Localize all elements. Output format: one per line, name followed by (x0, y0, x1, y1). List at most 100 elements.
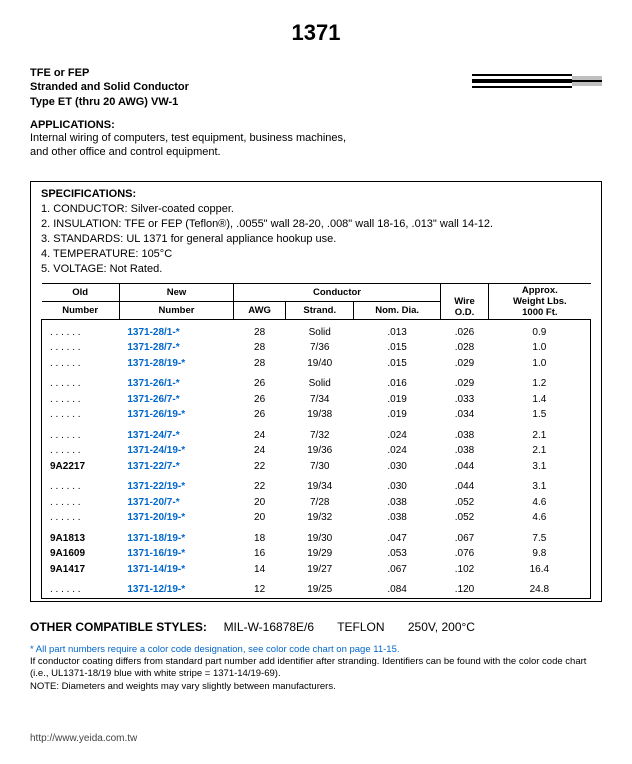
cell-od: .044 (440, 474, 488, 495)
cell-old: . . . . . . (42, 423, 120, 444)
cell-strand: 7/34 (286, 392, 354, 408)
table-row: . . . . . .1371-12/19-*1219/25.084.12024… (42, 577, 591, 598)
cell-new: 1371-12/19-* (119, 577, 233, 598)
cell-wt: 4.6 (489, 510, 591, 526)
cell-new: 1371-20/7-* (119, 495, 233, 511)
header-l1: TFE or FEP (30, 66, 350, 80)
cell-new: 1371-24/7-* (119, 423, 233, 444)
footnote: * All part numbers require a color code … (30, 644, 602, 693)
cell-wt: 2.1 (489, 423, 591, 444)
spec-box: SPECIFICATIONS: 1. CONDUCTOR: Silver-coa… (30, 181, 602, 601)
cell-old: . . . . . . (42, 340, 120, 356)
foot-l3: NOTE: Diameters and weights may vary sli… (30, 681, 602, 693)
cell-wt: 1.4 (489, 392, 591, 408)
cell-strand: 19/25 (286, 577, 354, 598)
table-row: . . . . . .1371-20/19-*2019/32.038.0524.… (42, 510, 591, 526)
cell-dia: .047 (354, 526, 440, 547)
th-strand: Strand. (286, 301, 354, 319)
cell-wt: 3.1 (489, 459, 591, 475)
th-old: Old (42, 283, 120, 301)
cell-wt: 1.5 (489, 407, 591, 423)
cell-wt: 3.1 (489, 474, 591, 495)
cell-dia: .084 (354, 577, 440, 598)
cell-awg: 28 (234, 340, 286, 356)
cell-strand: 7/30 (286, 459, 354, 475)
cell-od: .026 (440, 319, 488, 340)
cell-od: .033 (440, 392, 488, 408)
cell-awg: 12 (234, 577, 286, 598)
cell-new: 1371-22/7-* (119, 459, 233, 475)
header-row: TFE or FEP Stranded and Solid Conductor … (30, 66, 602, 171)
cell-awg: 16 (234, 546, 286, 562)
cell-new: 1371-28/19-* (119, 356, 233, 372)
cell-dia: .016 (354, 371, 440, 392)
cell-wt: 1.0 (489, 356, 591, 372)
cell-old: . . . . . . (42, 356, 120, 372)
cell-dia: .067 (354, 562, 440, 578)
cell-strand: 19/29 (286, 546, 354, 562)
cell-old: 9A1417 (42, 562, 120, 578)
cell-awg: 26 (234, 407, 286, 423)
cell-awg: 14 (234, 562, 286, 578)
apps-label: APPLICATIONS: (30, 119, 350, 131)
cell-new: 1371-26/7-* (119, 392, 233, 408)
cell-awg: 28 (234, 319, 286, 340)
page-title: 1371 (30, 20, 602, 46)
cell-od: .029 (440, 356, 488, 372)
table-row: . . . . . .1371-24/19-*2419/36.024.0382.… (42, 443, 591, 459)
cell-old: . . . . . . (42, 474, 120, 495)
url: http://www.yeida.com.tw (30, 733, 602, 744)
cell-old: 9A1813 (42, 526, 120, 547)
cell-old: 9A1609 (42, 546, 120, 562)
cell-wt: 16.4 (489, 562, 591, 578)
cell-wt: 0.9 (489, 319, 591, 340)
th-wt: Approx.Weight Lbs.1000 Ft. (489, 283, 591, 319)
table-row: 9A18131371-18/19-*1819/30.047.0677.5 (42, 526, 591, 547)
th-awg: AWG (234, 301, 286, 319)
header-text: TFE or FEP Stranded and Solid Conductor … (30, 66, 350, 171)
cell-strand: 19/32 (286, 510, 354, 526)
cell-dia: .024 (354, 443, 440, 459)
header-l2: Stranded and Solid Conductor (30, 80, 350, 94)
cell-strand: 7/32 (286, 423, 354, 444)
compat-v1: MIL-W-16878E/6 (224, 620, 315, 634)
cell-strand: 19/30 (286, 526, 354, 547)
compat-v2: TEFLON (337, 620, 384, 634)
compat-row: OTHER COMPATIBLE STYLES: MIL-W-16878E/6 … (30, 620, 602, 634)
cell-dia: .053 (354, 546, 440, 562)
spec-item: 5. VOLTAGE: Not Rated. (41, 262, 591, 277)
table-row: . . . . . .1371-26/19-*2619/38.019.0341.… (42, 407, 591, 423)
table-row: . . . . . .1371-26/7-*267/34.019.0331.4 (42, 392, 591, 408)
data-table: Old New Conductor WireO.D. Approx.Weight… (41, 283, 591, 599)
cell-old: . . . . . . (42, 371, 120, 392)
cell-strand: Solid (286, 319, 354, 340)
cell-od: .038 (440, 423, 488, 444)
cell-dia: .038 (354, 495, 440, 511)
th-number2: Number (119, 301, 233, 319)
cell-old: . . . . . . (42, 319, 120, 340)
cell-awg: 22 (234, 459, 286, 475)
cell-awg: 24 (234, 423, 286, 444)
cell-dia: .030 (354, 459, 440, 475)
cell-od: .044 (440, 459, 488, 475)
spec-label: SPECIFICATIONS: (41, 188, 591, 200)
cell-wt: 24.8 (489, 577, 591, 598)
cell-new: 1371-28/1-* (119, 319, 233, 340)
cell-od: .076 (440, 546, 488, 562)
cell-strand: 7/36 (286, 340, 354, 356)
cell-awg: 26 (234, 371, 286, 392)
spec-item: 3. STANDARDS: UL 1371 for general applia… (41, 232, 591, 247)
cell-wt: 9.8 (489, 546, 591, 562)
cell-dia: .024 (354, 423, 440, 444)
foot-l1: * All part numbers require a color code … (30, 644, 602, 656)
cell-od: .038 (440, 443, 488, 459)
cell-strand: 19/34 (286, 474, 354, 495)
cell-new: 1371-24/19-* (119, 443, 233, 459)
cell-strand: Solid (286, 371, 354, 392)
th-wire: WireO.D. (440, 283, 488, 319)
cell-strand: 19/36 (286, 443, 354, 459)
cell-dia: .030 (354, 474, 440, 495)
th-cond: Conductor (234, 283, 441, 301)
cell-awg: 24 (234, 443, 286, 459)
cell-od: .028 (440, 340, 488, 356)
